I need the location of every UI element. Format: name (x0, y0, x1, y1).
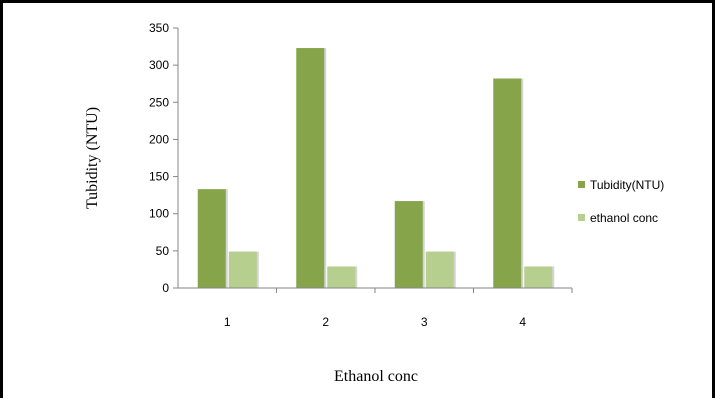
y-tick-label: 50 (156, 244, 170, 258)
bar-ethanol-conc-1 (228, 251, 257, 288)
bar-tubidity-4 (493, 78, 522, 288)
x-axis-title: Ethanol conc (334, 368, 418, 385)
x-tick-label: 4 (519, 315, 526, 329)
x-axis-ticks: 1 2 3 4 (224, 288, 573, 329)
legend: Tubidity(NTU) ethanol conc (578, 178, 664, 225)
y-axis-title: Tubidity (NTU) (84, 107, 101, 209)
x-tick-label: 3 (421, 315, 428, 329)
y-tick-label: 0 (162, 281, 169, 295)
y-tick-label: 100 (149, 207, 169, 221)
legend-swatch (578, 214, 585, 221)
y-tick-label: 150 (149, 170, 169, 184)
bar-tubidity-1 (197, 189, 226, 288)
bars (197, 48, 555, 288)
y-axis-ticks: 0 50 100 150 200 250 300 350 (149, 21, 178, 295)
y-tick-label: 250 (149, 95, 169, 109)
bar-ethanol-conc-2 (327, 266, 356, 288)
x-tick-label: 2 (322, 315, 329, 329)
legend-label: Tubidity(NTU) (590, 178, 664, 192)
x-tick-label: 1 (224, 315, 231, 329)
y-tick-label: 200 (149, 132, 169, 146)
y-tick-label: 300 (149, 58, 169, 72)
y-tick-label: 350 (149, 21, 169, 35)
bar-tubidity-3 (394, 201, 423, 288)
bar-tubidity-2 (296, 48, 325, 288)
legend-swatch (578, 181, 585, 188)
bar-ethanol-conc-3 (425, 251, 454, 288)
legend-label: ethanol conc (590, 211, 658, 225)
bar-ethanol-conc-4 (524, 266, 553, 288)
